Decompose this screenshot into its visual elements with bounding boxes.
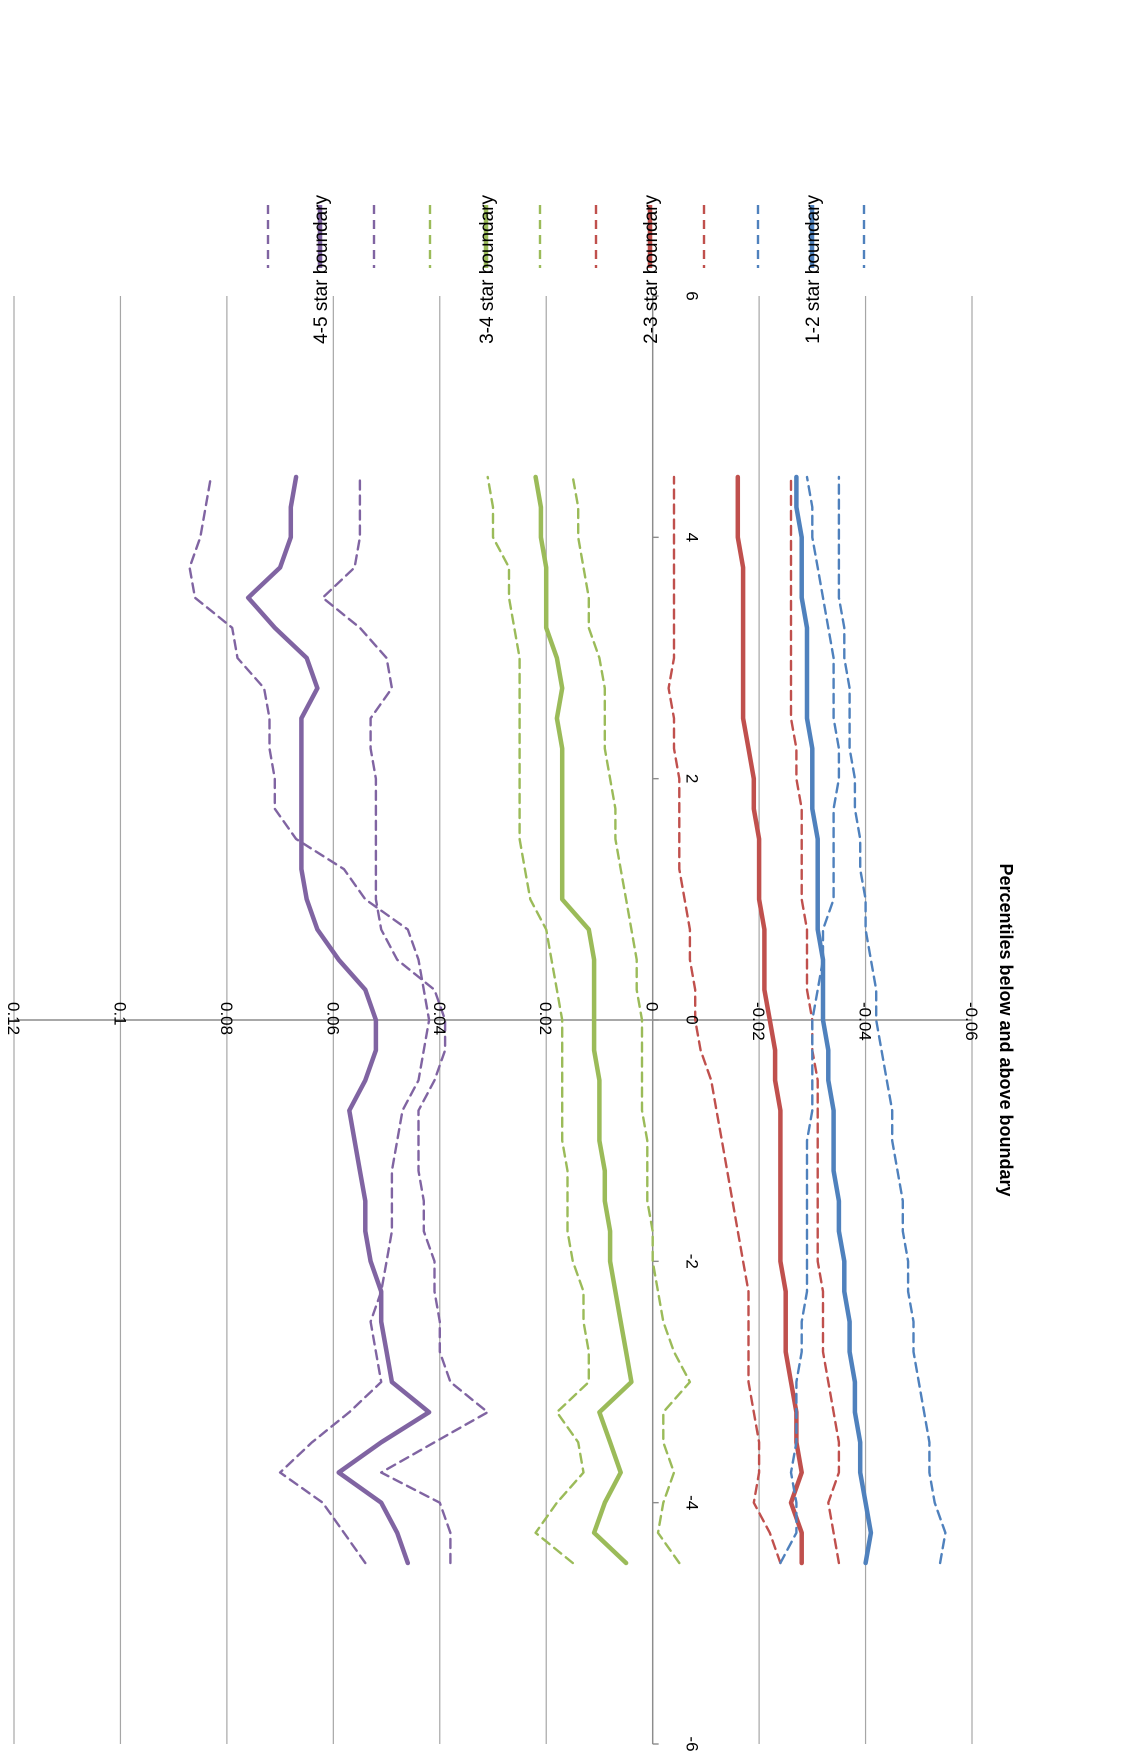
- legend-label: 4-5 star boundary: [311, 195, 332, 344]
- series-line-1-2-solid-10: [794, 474, 874, 1566]
- x-tick-label: -4: [683, 1495, 702, 1510]
- series-line-3-4-solid-4: [533, 474, 634, 1566]
- y-tick-label: 0.12: [4, 1002, 23, 1035]
- y-tick-label: 0.08: [217, 1002, 236, 1035]
- series-line-1-2-dashed-9: [779, 475, 841, 1565]
- y-tick-label: 0.04: [430, 1002, 449, 1035]
- x-tick-label: 0: [683, 1015, 702, 1024]
- series-line-4-5-dashed-0: [188, 475, 431, 1565]
- x-axis-title: Percentiles below and above boundary: [996, 863, 1016, 1196]
- series-line-4-5-solid-1: [245, 474, 432, 1566]
- legend-label: 1-2 star boundary: [803, 195, 824, 344]
- y-tick-label: -0.04: [856, 1002, 875, 1041]
- legend: 4-5 star boundary 3-4 star boundary 2-3 st…: [266, 195, 866, 344]
- legend-label: 2-3 star boundary: [641, 195, 662, 344]
- y-tick-label: -0.02: [749, 1002, 768, 1041]
- x-tick-label: 2: [683, 774, 702, 783]
- series-lines: [188, 474, 947, 1566]
- y-tick-label: 0.06: [323, 1002, 342, 1035]
- series-line-2-3-dashed-6: [667, 475, 782, 1565]
- legend-label: 3-4 star boundary: [477, 195, 498, 344]
- y-tick-label: -0.06: [962, 1002, 981, 1041]
- series-line-3-4-dashed-3: [486, 475, 590, 1565]
- x-tick-label: -6: [683, 1736, 702, 1751]
- x-tick-label: 6: [683, 291, 702, 300]
- x-tick-label: -2: [683, 1254, 702, 1269]
- y-tick-label: 0.02: [536, 1002, 555, 1035]
- series-line-3-4-dashed-5: [571, 475, 692, 1565]
- x-tick-label: 4: [683, 533, 702, 542]
- tick-labels: -0.06 -0.04 -0.02 0 0.02 0.04 0.06 0.08 0.1 0.12 -…: [4, 291, 981, 1751]
- series-line-2-3-solid-7: [735, 474, 804, 1566]
- series-line-1-2-dashed-11: [837, 475, 947, 1565]
- y-tick-label: 0: [643, 1002, 662, 1011]
- y-tick-label: 0.1: [110, 1002, 129, 1026]
- series-line-4-5-dashed-2: [321, 475, 489, 1565]
